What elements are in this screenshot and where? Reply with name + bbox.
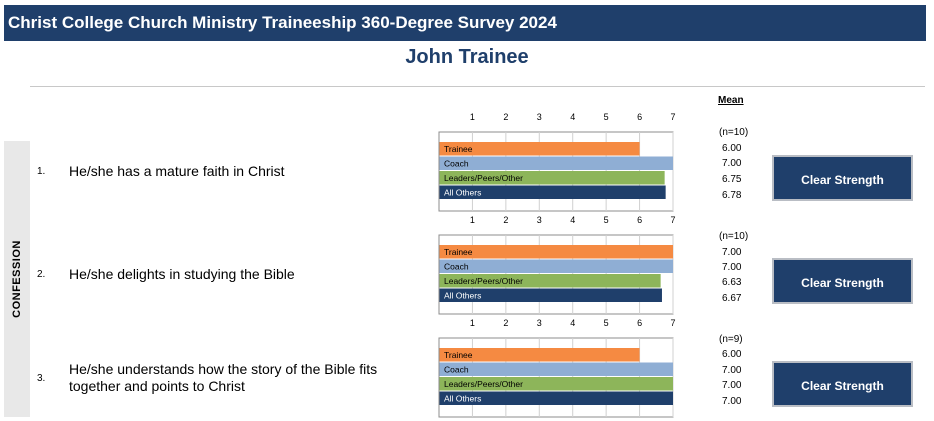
item-text: He/she delights in studying the Bible [69,266,295,282]
mean-coach: 7.00 [722,262,742,273]
item-text: He/she understands how the story of the … [69,361,378,394]
bar-leaders [439,274,661,288]
bar-coach [439,259,673,273]
item-number: 1. [37,166,46,177]
bar-coach [439,156,673,170]
survey-title-banner: Christ College Church Ministry Traineesh… [4,5,926,41]
item-bar-chart: 1 2 3 4 5 6 7 Trainee Coach Leaders/Peers/Other Al… [438,215,676,315]
tick-label: 4 [570,318,575,328]
tick-label: 4 [570,112,575,122]
tick-label: 2 [503,215,508,225]
tick-label: 7 [670,215,675,225]
item-bar-chart: 1 2 3 4 5 6 7 Trainee Coach Leaders/Peers/Other Al… [438,112,676,212]
item-bar-chart: 1 2 3 4 5 6 7 Trainee Coach Leaders/Peers/Other Al… [438,318,676,418]
header-divider [30,86,925,87]
mean-leaders: 6.63 [722,277,742,288]
mean-coach: 7.00 [722,365,742,376]
bar-label: Coach [444,364,469,374]
mean-all-others: 7.00 [722,396,742,407]
tick-label: 3 [537,215,542,225]
bar-trainee [439,348,640,362]
bar-label: Coach [444,158,469,168]
bar-label: Leaders/Peers/Other [444,276,523,286]
tick-label: 1 [470,215,475,225]
bar-label: Leaders/Peers/Other [444,379,523,389]
bar-label: Leaders/Peers/Other [444,173,523,183]
tick-label: 2 [503,112,508,122]
tick-label: 1 [470,318,475,328]
clear-strength-button[interactable]: Clear Strength [772,361,913,407]
item-number: 3. [37,373,46,384]
n-count: (n=10) [719,231,749,242]
mean-trainee: 6.00 [722,349,742,360]
tick-label: 3 [537,112,542,122]
bar-all-others [439,391,673,405]
bar-leaders [439,171,665,185]
item-text: He/she has a mature faith in Christ [69,163,285,179]
tick-label: 6 [637,318,642,328]
clear-strength-button[interactable]: Clear Strength [772,155,913,201]
clear-strength-button[interactable]: Clear Strength [772,258,913,304]
bar-all-others [439,185,666,199]
mean-all-others: 6.67 [722,293,742,304]
n-count: (n=10) [719,127,749,138]
tick-label: 4 [570,215,575,225]
bar-label: Coach [444,261,469,271]
bar-label: Trainee [444,350,473,360]
tick-label: 2 [503,318,508,328]
tick-label: 6 [637,215,642,225]
bar-coach [439,362,673,376]
bar-label: All Others [444,393,481,403]
bar-trainee [439,142,640,156]
tick-label: 5 [604,215,609,225]
tick-label: 5 [604,112,609,122]
tick-label: 5 [604,318,609,328]
bar-leaders [439,377,673,391]
mean-leaders: 7.00 [722,380,742,391]
mean-leaders: 6.75 [722,174,742,185]
person-name: John Trainee [405,46,529,68]
tick-label: 3 [537,318,542,328]
person-name-heading: John Trainee [0,46,934,69]
bar-label: Trainee [444,144,473,154]
bar-label: All Others [444,290,481,300]
mean-all-others: 6.78 [722,190,742,201]
survey-title: Christ College Church Ministry Traineesh… [8,13,557,32]
mean-trainee: 7.00 [722,247,742,258]
mean-column-header: Mean [718,95,744,106]
bar-trainee [439,245,673,259]
tick-label: 7 [670,318,675,328]
n-count: (n=9) [719,334,743,345]
tick-label: 6 [637,112,642,122]
bar-label: Trainee [444,247,473,257]
section-band [4,141,30,417]
tick-label: 7 [670,112,675,122]
mean-trainee: 6.00 [722,143,742,154]
mean-coach: 7.00 [722,158,742,169]
section-label: CONFESSION [11,240,23,318]
bar-label: All Others [444,187,481,197]
tick-label: 1 [470,112,475,122]
bar-all-others [439,288,662,302]
item-number: 2. [37,269,46,280]
